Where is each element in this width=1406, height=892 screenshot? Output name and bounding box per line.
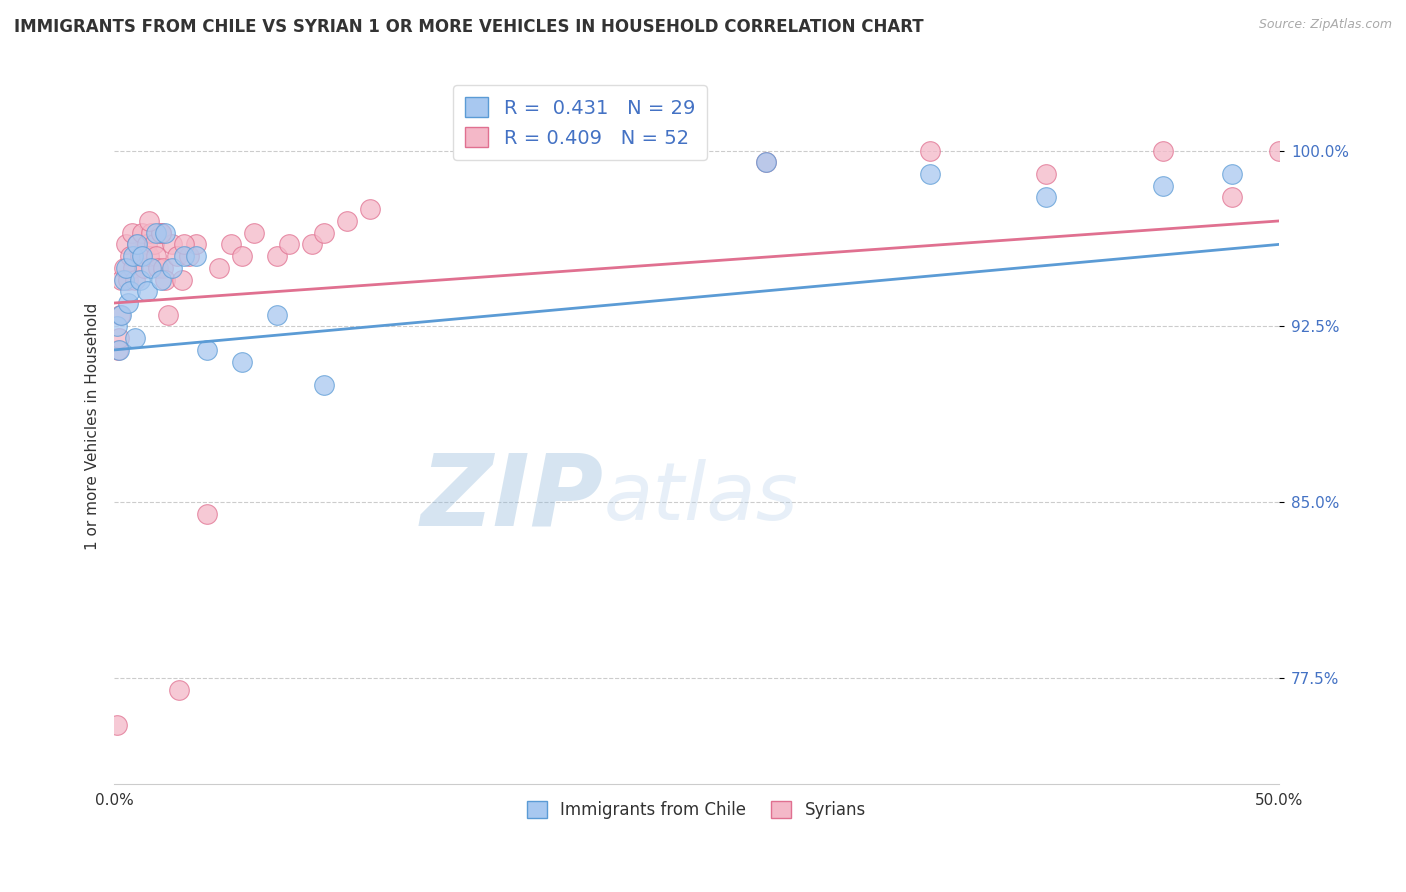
Point <box>173 249 195 263</box>
Text: atlas: atlas <box>603 458 799 537</box>
Point <box>195 343 218 357</box>
Legend: Immigrants from Chile, Syrians: Immigrants from Chile, Syrians <box>520 794 873 825</box>
Point <box>336 214 359 228</box>
Point <box>141 260 163 275</box>
Text: Source: ZipAtlas.com: Source: ZipAtlas.com <box>1258 18 1392 31</box>
Point <box>112 260 135 275</box>
Point <box>184 249 207 263</box>
Point <box>127 237 149 252</box>
Point <box>134 260 156 275</box>
Point <box>173 237 195 252</box>
Point <box>112 272 135 286</box>
Point <box>121 226 143 240</box>
Point <box>128 272 150 286</box>
Point <box>142 237 165 252</box>
Point <box>145 249 167 263</box>
Point <box>131 226 153 240</box>
Point <box>117 272 139 286</box>
Point <box>105 718 128 732</box>
Point <box>155 226 177 240</box>
Point <box>145 226 167 240</box>
Point <box>166 249 188 263</box>
Point <box>120 285 142 299</box>
Point <box>277 237 299 252</box>
Point <box>141 226 163 240</box>
Point <box>184 237 207 252</box>
Point <box>128 249 150 263</box>
Point <box>219 237 242 252</box>
Point <box>231 354 253 368</box>
Point <box>301 237 323 252</box>
Point <box>312 226 335 240</box>
Point <box>1268 144 1291 158</box>
Point <box>1035 190 1057 204</box>
Point <box>138 249 160 263</box>
Point <box>108 343 131 357</box>
Point <box>115 237 138 252</box>
Point <box>195 507 218 521</box>
Point <box>138 214 160 228</box>
Point <box>162 260 184 275</box>
Point <box>162 237 184 252</box>
Point <box>148 260 170 275</box>
Point <box>107 343 129 357</box>
Point <box>115 260 138 275</box>
Point <box>117 296 139 310</box>
Point <box>177 249 200 263</box>
Point <box>121 249 143 263</box>
Point <box>359 202 381 217</box>
Point <box>1152 144 1174 158</box>
Point <box>120 249 142 263</box>
Point <box>110 272 132 286</box>
Point <box>149 226 172 240</box>
Point <box>108 331 131 345</box>
Text: IMMIGRANTS FROM CHILE VS SYRIAN 1 OR MORE VEHICLES IN HOUSEHOLD CORRELATION CHAR: IMMIGRANTS FROM CHILE VS SYRIAN 1 OR MOR… <box>14 18 924 36</box>
Point <box>121 260 143 275</box>
Point <box>135 285 157 299</box>
Point <box>124 331 146 345</box>
Point <box>243 226 266 240</box>
Point <box>156 308 179 322</box>
Point <box>312 378 335 392</box>
Point <box>127 237 149 252</box>
Point <box>152 260 174 275</box>
Point <box>131 249 153 263</box>
Point <box>155 272 177 286</box>
Text: ZIP: ZIP <box>420 450 603 546</box>
Point <box>149 272 172 286</box>
Point <box>1222 167 1244 181</box>
Point <box>755 155 778 169</box>
Point <box>135 237 157 252</box>
Point <box>208 260 231 275</box>
Point <box>108 308 131 322</box>
Point <box>1152 178 1174 193</box>
Point <box>105 319 128 334</box>
Y-axis label: 1 or more Vehicles in Household: 1 or more Vehicles in Household <box>86 302 100 549</box>
Point <box>1222 190 1244 204</box>
Point <box>266 249 288 263</box>
Point <box>231 249 253 263</box>
Point <box>266 308 288 322</box>
Point <box>170 272 193 286</box>
Point <box>110 308 132 322</box>
Point <box>918 167 941 181</box>
Point <box>918 144 941 158</box>
Point <box>149 226 172 240</box>
Point <box>755 155 778 169</box>
Point <box>124 272 146 286</box>
Point <box>1035 167 1057 181</box>
Point <box>169 682 191 697</box>
